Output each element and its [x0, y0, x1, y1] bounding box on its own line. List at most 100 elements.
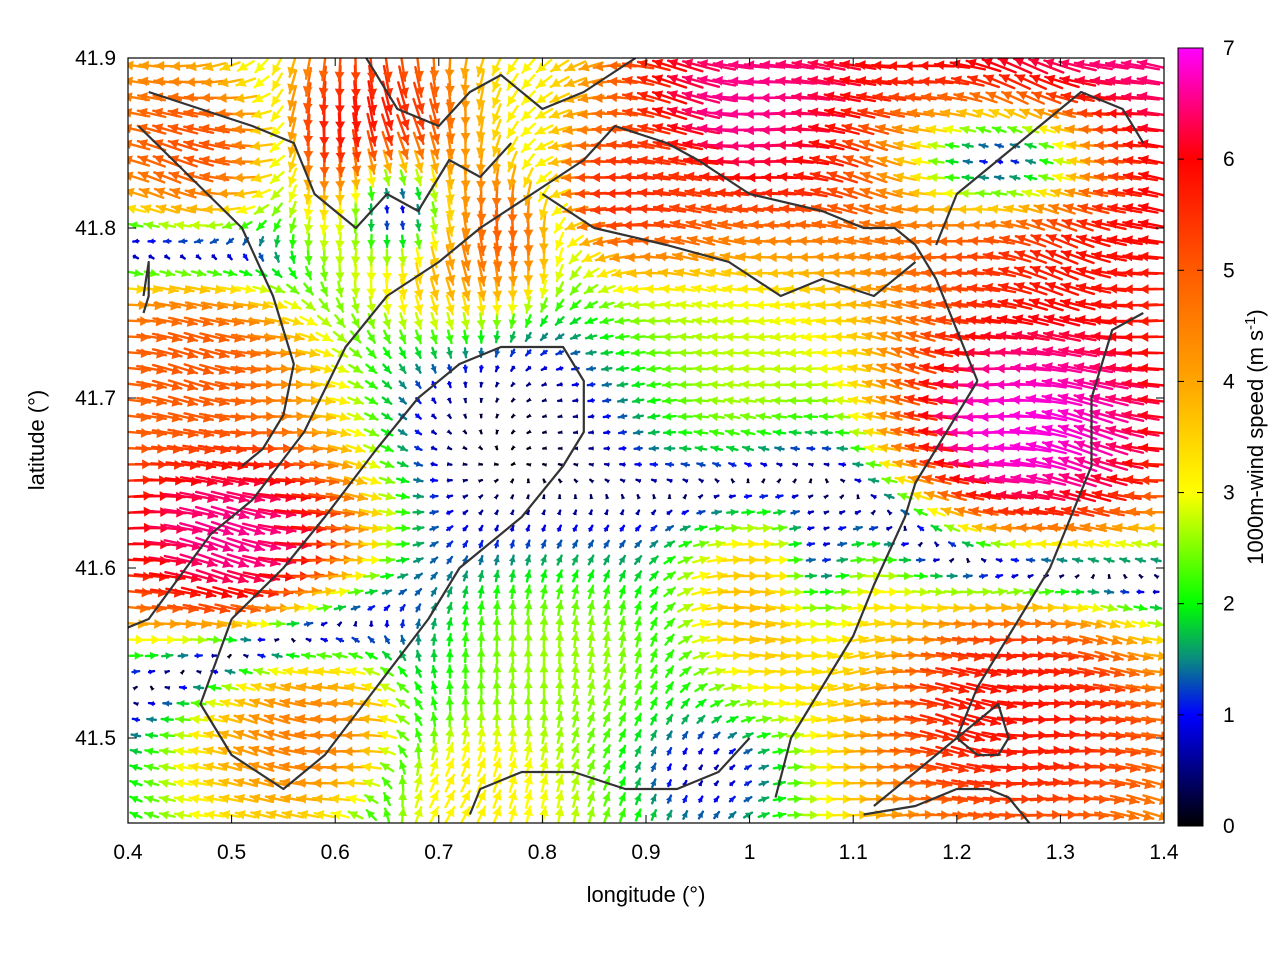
wind-vector — [350, 605, 361, 612]
wind-vector — [696, 461, 706, 468]
wind-vector — [554, 774, 565, 793]
wind-vector — [950, 315, 986, 326]
wind-vector — [634, 570, 643, 582]
wind-vector — [1025, 441, 1067, 455]
wind-vector — [930, 572, 943, 580]
wind-vector — [430, 617, 438, 630]
wind-vector — [495, 397, 500, 403]
wind-vector — [492, 584, 501, 599]
wind-vector — [1097, 619, 1121, 629]
wind-vector — [678, 428, 693, 437]
wind-vector — [587, 413, 595, 419]
wind-vector — [446, 571, 453, 581]
wind-vector — [947, 541, 957, 548]
wind-vector — [507, 757, 518, 778]
wind-vector — [412, 508, 425, 516]
wind-vector — [785, 331, 805, 342]
wind-vector — [524, 314, 533, 328]
wind-vector — [905, 330, 936, 342]
wind-vector — [131, 717, 141, 723]
wind-vector — [769, 300, 790, 310]
wind-vector — [618, 569, 626, 583]
wind-vector — [167, 379, 199, 392]
wind-vector — [183, 331, 214, 344]
wind-vector — [739, 699, 757, 709]
wind-vector — [429, 493, 439, 500]
wind-vector — [804, 572, 818, 580]
wind-vector — [556, 524, 563, 532]
wind-vector — [586, 631, 596, 649]
wind-vector — [820, 428, 833, 437]
wind-vector — [708, 412, 725, 422]
wind-vector — [758, 764, 770, 771]
wind-vector — [413, 572, 424, 580]
wind-vector — [1042, 346, 1082, 358]
wind-vector — [649, 664, 658, 679]
wind-vector — [477, 445, 483, 451]
wind-vector — [618, 600, 627, 616]
wind-vector — [711, 715, 722, 724]
wind-vector — [346, 411, 365, 421]
wind-vector — [786, 746, 804, 756]
wind-vector — [645, 348, 662, 358]
wind-vector — [428, 789, 440, 809]
wind-vector — [696, 714, 706, 725]
wind-vector — [495, 413, 500, 419]
wind-vector — [618, 584, 626, 599]
wind-vector — [539, 646, 549, 665]
wind-vector — [856, 494, 861, 500]
wind-vector — [784, 300, 806, 310]
wind-vector — [570, 646, 580, 665]
wind-vector — [377, 523, 397, 533]
wind-vector — [429, 773, 439, 793]
wind-vector — [249, 300, 273, 311]
wind-vector — [904, 442, 937, 453]
wind-vector — [461, 679, 470, 696]
wind-vector — [176, 699, 190, 708]
wind-vector — [129, 748, 143, 756]
wind-vector — [554, 333, 565, 341]
wind-vector — [1073, 408, 1114, 424]
wind-vector — [584, 333, 598, 341]
wind-vector — [1042, 472, 1082, 487]
wind-vector — [211, 653, 218, 659]
wind-vector — [556, 509, 562, 516]
wind-vector — [838, 526, 847, 532]
wind-vector — [861, 315, 886, 326]
wind-vector — [361, 475, 382, 486]
wind-vector — [770, 714, 789, 725]
wind-vector — [847, 411, 868, 422]
wind-vector — [541, 494, 546, 500]
wind-vector — [429, 556, 439, 564]
wind-vector — [196, 586, 233, 599]
wind-vector — [476, 757, 486, 777]
wind-vector — [428, 805, 440, 823]
wind-vector — [492, 694, 502, 712]
wind-vector — [1114, 619, 1136, 629]
wind-vector — [397, 428, 408, 436]
wind-vector — [919, 698, 954, 710]
wind-vector — [144, 731, 159, 740]
wind-vector — [328, 444, 352, 454]
wind-vector — [224, 668, 236, 676]
wind-vector — [588, 462, 595, 467]
wind-vector — [708, 524, 725, 533]
wind-vector — [285, 652, 300, 660]
wind-vector — [690, 587, 711, 597]
wind-vector — [327, 460, 353, 470]
wind-vector — [133, 701, 140, 707]
wind-vector — [990, 539, 1008, 549]
wind-vector — [460, 773, 471, 793]
wind-vector — [167, 363, 199, 376]
wind-vector — [738, 348, 758, 358]
wind-vector — [898, 556, 912, 564]
wind-vector — [477, 478, 484, 484]
wind-vector — [760, 478, 766, 484]
wind-vector — [649, 601, 659, 615]
wind-vector — [476, 631, 486, 648]
wind-vector — [965, 490, 1002, 501]
wind-vector — [414, 681, 423, 694]
wind-vector — [817, 379, 836, 390]
wind-vector — [395, 492, 410, 500]
wind-vector — [413, 774, 423, 793]
